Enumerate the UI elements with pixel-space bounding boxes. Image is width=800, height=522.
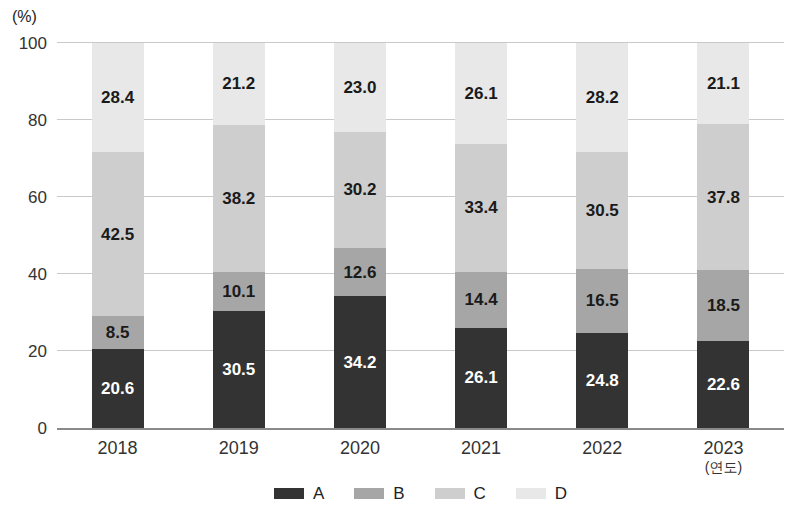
x-axis-labels: 201820192020202120222023(연도) xyxy=(57,438,784,475)
legend-label-c: C xyxy=(474,485,486,502)
stacked-bar-chart: (%) 02040608010020.68.542.528.430.510.13… xyxy=(0,0,800,522)
bar-segment-a-2021: 26.1 xyxy=(455,328,507,428)
x-axis-category-label: 2019 xyxy=(178,438,299,459)
legend-label-b: B xyxy=(393,485,404,502)
x-axis-unit-note: (연도) xyxy=(663,459,784,476)
segment-value-label: 30.2 xyxy=(343,181,376,198)
plot-area: 02040608010020.68.542.528.430.510.138.22… xyxy=(57,43,784,430)
x-axis-category-label: 2020 xyxy=(299,438,420,459)
bar-segment-d-2018: 28.4 xyxy=(92,43,144,152)
y-axis-tick-label: 20 xyxy=(28,343,47,360)
segment-value-label: 8.5 xyxy=(106,324,130,341)
bar-column-2020: 34.2 12.6 30.2 23.0 xyxy=(299,43,420,428)
bar-segment-c-2023: 37.8 xyxy=(697,124,749,270)
x-label-cell-2022: 2022 xyxy=(542,438,663,475)
y-axis-tick-label: 100 xyxy=(19,35,47,52)
bar-column-2018: 20.6 8.5 42.5 28.4 xyxy=(57,43,178,428)
x-axis-category-label: 2022 xyxy=(542,438,663,459)
bar-2018: 20.6 8.5 42.5 28.4 xyxy=(92,43,144,428)
x-axis-category-label: 2018 xyxy=(57,438,178,459)
y-axis-tick-label: 80 xyxy=(28,112,47,129)
bar-column-2022: 24.8 16.5 30.5 28.2 xyxy=(542,43,663,428)
y-axis-unit-label: (%) xyxy=(12,8,37,26)
segment-value-label: 20.6 xyxy=(101,380,134,397)
segment-value-label: 30.5 xyxy=(586,202,619,219)
x-label-cell-2021: 2021 xyxy=(421,438,542,475)
legend-item-a: A xyxy=(274,485,324,502)
bar-column-2019: 30.5 10.1 38.2 21.2 xyxy=(178,43,299,428)
bar-segment-b-2022: 16.5 xyxy=(576,269,628,333)
legend-item-c: C xyxy=(435,485,486,502)
segment-value-label: 42.5 xyxy=(101,226,134,243)
bar-2022: 24.8 16.5 30.5 28.2 xyxy=(576,43,628,428)
legend-swatch-b xyxy=(354,488,384,499)
bar-segment-b-2021: 14.4 xyxy=(455,272,507,327)
bar-segment-b-2018: 8.5 xyxy=(92,316,144,349)
segment-value-label: 28.4 xyxy=(101,89,134,106)
bar-2021: 26.1 14.4 33.4 26.1 xyxy=(455,43,507,428)
x-axis-category-label: 2021 xyxy=(421,438,542,459)
legend-label-a: A xyxy=(313,485,324,502)
chart-legend: A B C D xyxy=(57,485,784,502)
legend-label-d: D xyxy=(555,485,567,502)
y-axis-tick-label: 60 xyxy=(28,189,47,206)
x-label-cell-2019: 2019 xyxy=(178,438,299,475)
bar-segment-c-2022: 30.5 xyxy=(576,152,628,269)
segment-value-label: 18.5 xyxy=(707,297,740,314)
segment-value-label: 22.6 xyxy=(707,376,740,393)
legend-swatch-c xyxy=(435,488,465,499)
legend-swatch-d xyxy=(516,488,546,499)
bar-segment-d-2022: 28.2 xyxy=(576,43,628,152)
x-label-cell-2023: 2023(연도) xyxy=(663,438,784,475)
bar-segment-c-2019: 38.2 xyxy=(213,125,265,272)
bar-segment-a-2023: 22.6 xyxy=(697,341,749,428)
x-label-cell-2018: 2018 xyxy=(57,438,178,475)
x-axis-category-label: 2023 xyxy=(663,438,784,459)
bar-segment-a-2020: 34.2 xyxy=(334,296,386,428)
bar-2019: 30.5 10.1 38.2 21.2 xyxy=(213,43,265,428)
legend-item-b: B xyxy=(354,485,404,502)
segment-value-label: 23.0 xyxy=(343,79,376,96)
bar-2023: 22.6 18.5 37.8 21.1 xyxy=(697,43,749,428)
segment-value-label: 26.1 xyxy=(465,369,498,386)
bar-2020: 34.2 12.6 30.2 23.0 xyxy=(334,43,386,428)
segment-value-label: 33.4 xyxy=(465,199,498,216)
bar-segment-b-2023: 18.5 xyxy=(697,270,749,341)
bar-column-2023: 22.6 18.5 37.8 21.1 xyxy=(663,43,784,428)
bar-segment-d-2020: 23.0 xyxy=(334,43,386,132)
x-label-cell-2020: 2020 xyxy=(299,438,420,475)
segment-value-label: 24.8 xyxy=(586,372,619,389)
segment-value-label: 34.2 xyxy=(343,354,376,371)
bar-column-2021: 26.1 14.4 33.4 26.1 xyxy=(421,43,542,428)
bar-segment-d-2023: 21.1 xyxy=(697,43,749,124)
bar-segment-b-2019: 10.1 xyxy=(213,272,265,311)
segment-value-label: 16.5 xyxy=(586,292,619,309)
segment-value-label: 21.1 xyxy=(707,75,740,92)
bar-segment-d-2019: 21.2 xyxy=(213,43,265,125)
segment-value-label: 28.2 xyxy=(586,89,619,106)
bar-segment-a-2019: 30.5 xyxy=(213,311,265,428)
y-axis-tick-label: 40 xyxy=(28,266,47,283)
segment-value-label: 14.4 xyxy=(465,291,498,308)
segment-value-label: 10.1 xyxy=(222,283,255,300)
segment-value-label: 21.2 xyxy=(222,75,255,92)
segment-value-label: 26.1 xyxy=(465,85,498,102)
segment-value-label: 12.6 xyxy=(343,264,376,281)
legend-item-d: D xyxy=(516,485,567,502)
bar-segment-c-2018: 42.5 xyxy=(92,152,144,316)
segment-value-label: 30.5 xyxy=(222,361,255,378)
bar-segment-a-2022: 24.8 xyxy=(576,333,628,428)
bar-segment-a-2018: 20.6 xyxy=(92,349,144,428)
y-axis-tick-label: 0 xyxy=(38,420,47,437)
bar-segment-c-2020: 30.2 xyxy=(334,132,386,248)
bar-segment-b-2020: 12.6 xyxy=(334,248,386,297)
bar-segment-c-2021: 33.4 xyxy=(455,144,507,273)
bars-row: 20.68.542.528.430.510.138.221.234.212.63… xyxy=(57,43,784,428)
segment-value-label: 37.8 xyxy=(707,189,740,206)
segment-value-label: 38.2 xyxy=(222,190,255,207)
legend-swatch-a xyxy=(274,488,304,499)
bar-segment-d-2021: 26.1 xyxy=(455,43,507,143)
